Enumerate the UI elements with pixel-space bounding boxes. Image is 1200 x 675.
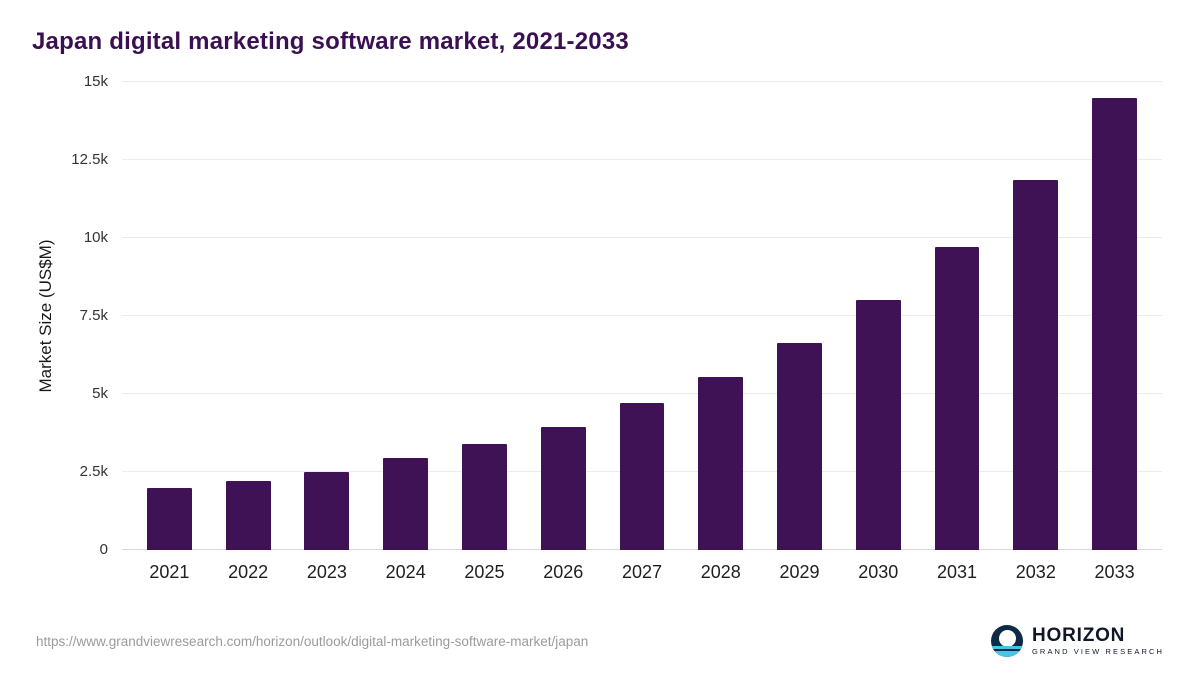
x-label-2030: 2030 — [858, 562, 899, 582]
y-tick-label-0: 0 — [99, 541, 108, 558]
bar-slot-2033 — [1075, 82, 1154, 550]
bar-slot-2029 — [760, 82, 839, 550]
bar-2025 — [462, 443, 507, 550]
source-url: https://www.grandviewresearch.com/horizo… — [36, 633, 589, 649]
bar-slot-2026 — [524, 82, 603, 550]
bar-2023 — [304, 472, 350, 550]
bar-slot-2025 — [445, 82, 524, 550]
bar-2030 — [855, 300, 901, 550]
bar-slot-2021 — [130, 82, 209, 550]
bar-2022 — [225, 481, 271, 550]
y-tick-label-7.5k: 7.5k — [79, 307, 108, 324]
x-label-2033: 2033 — [1094, 562, 1135, 582]
gridline-5k: 5k — [92, 385, 1162, 402]
bar-slot-2028 — [681, 82, 760, 550]
x-label-2021: 2021 — [149, 562, 190, 582]
footer: https://www.grandviewresearch.com/horizo… — [36, 625, 1164, 657]
x-label-2026: 2026 — [543, 562, 584, 582]
bar-slot-2023 — [288, 82, 367, 550]
x-label-2032: 2032 — [1015, 562, 1056, 582]
x-label-2024: 2024 — [385, 562, 426, 582]
logo-text: HORIZON GRAND VIEW RESEARCH — [1032, 626, 1164, 656]
bar-slot-2032 — [996, 82, 1075, 550]
plot-area: 2021 2022 2023 2024 2025 2026 2027 2028 2029 2030… — [71, 73, 1162, 582]
y-tick-label-5k: 5k — [92, 385, 108, 403]
bar-slot-2024 — [366, 82, 445, 550]
y-tick-label-2.5k: 2.5k — [79, 463, 108, 481]
bar-slot-2027 — [603, 82, 682, 550]
logo-subtitle: GRAND VIEW RESEARCH — [1032, 647, 1164, 657]
gridline-10k: 10k — [84, 229, 1162, 246]
bar-2021 — [146, 487, 192, 550]
bar-slot-2031 — [918, 82, 997, 550]
bar-slot-2022 — [209, 82, 288, 550]
y-tick-label-12.5k: 12.5k — [71, 151, 108, 168]
bar-2027 — [619, 403, 665, 550]
logo-name: HORIZON — [1032, 625, 1126, 647]
bar-2029 — [777, 342, 822, 550]
sun-icon — [998, 630, 1016, 647]
x-labels: 2021 2022 2023 2024 2025 2026 2027 2028 2029 2030… — [130, 562, 1154, 583]
chart-area: Market Size (US$M) 2021 2022 2023 2024 2025 2… — [32, 73, 1164, 582]
gridline-12.5k: 12.5k — [71, 151, 1162, 168]
x-label-2029: 2029 — [779, 562, 820, 582]
bars — [130, 82, 1154, 550]
y-axis-title-label: Market Size (US$M) — [36, 239, 55, 393]
bar-2031 — [934, 247, 980, 550]
x-label-2023: 2023 — [306, 562, 347, 582]
bar-2024 — [383, 457, 429, 550]
x-label-2031: 2031 — [937, 562, 978, 582]
y-axis-title: Market Size (US$M) — [32, 82, 60, 550]
horizon-sea-icon — [991, 646, 1023, 657]
page-title: Japan digital marketing software market,… — [32, 28, 629, 55]
horizon-logo-icon — [991, 625, 1023, 657]
bar-2026 — [540, 426, 586, 550]
y-tick-label-10k: 10k — [83, 229, 108, 247]
x-label-2022: 2022 — [228, 562, 269, 582]
bar-slot-2030 — [839, 82, 918, 550]
gridline-15k: 15k — [84, 73, 1162, 90]
horizon-logo: HORIZON GRAND VIEW RESEARCH — [991, 625, 1164, 657]
x-label-2028: 2028 — [700, 562, 741, 582]
bar-2033 — [1092, 97, 1138, 550]
gridline-7.5k: 7.5k — [80, 307, 1162, 324]
x-label-2025: 2025 — [464, 562, 505, 582]
y-tick-label-15k: 15k — [83, 73, 108, 90]
bar-2028 — [698, 376, 744, 550]
x-label-2027: 2027 — [621, 562, 662, 582]
bar-2032 — [1013, 180, 1059, 550]
